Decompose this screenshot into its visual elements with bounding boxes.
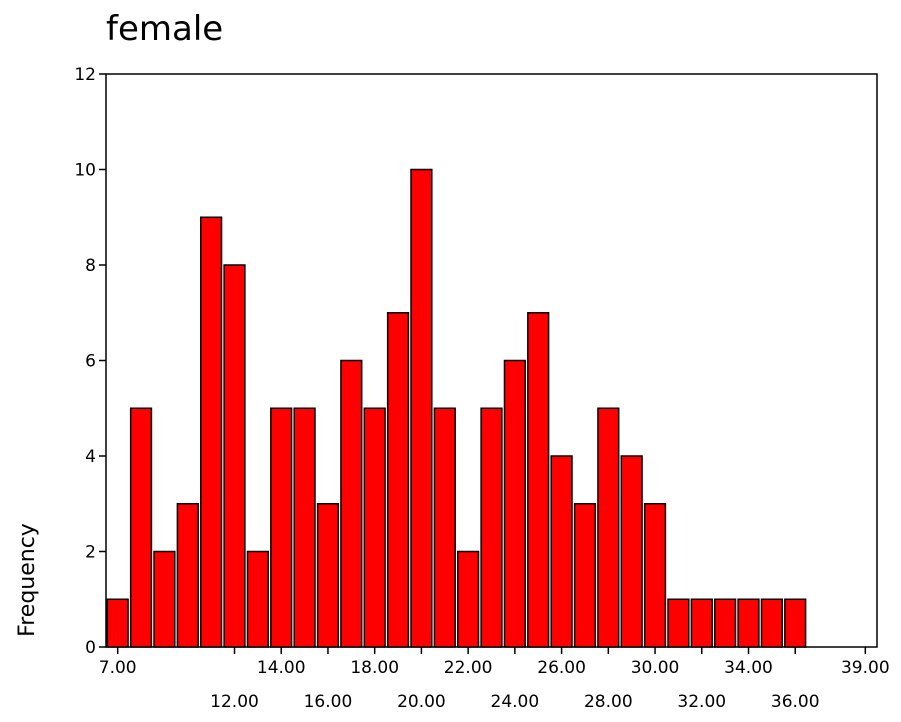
- x-tick-label: 32.00: [677, 692, 726, 712]
- histogram-bar: [690, 598, 713, 648]
- x-tick-label: 30.00: [631, 658, 680, 678]
- histogram-bar: [503, 359, 526, 648]
- x-tick-label: 39.00: [841, 658, 890, 678]
- histogram-bar: [223, 264, 246, 648]
- histogram-bar: [386, 312, 410, 648]
- histogram-bar: [270, 407, 293, 648]
- x-tick-label: 34.00: [724, 658, 773, 678]
- x-tick-label: 18.00: [350, 658, 399, 678]
- histogram-bar: [714, 598, 737, 648]
- histogram-bar: [433, 407, 456, 648]
- y-axis: 0 2 4 6 8 10 12: [74, 65, 106, 658]
- y-tick-label: 10: [74, 161, 96, 181]
- histogram-bar: [246, 550, 269, 648]
- histogram-bar: [760, 598, 783, 648]
- histogram-bar: [550, 455, 573, 648]
- histogram-bar: [643, 503, 667, 648]
- histogram-bar: [597, 407, 620, 648]
- chart-title: female: [106, 9, 223, 49]
- x-tick-label: 24.00: [491, 692, 540, 712]
- x-tick-label: 20.00: [397, 692, 446, 712]
- histogram-bar: [200, 216, 223, 648]
- x-tick-label: 28.00: [584, 692, 633, 712]
- x-tick-label: 14.00: [257, 658, 306, 678]
- histogram-bar: [527, 312, 550, 648]
- x-axis: 7.00 14.00 18.00 22.00 26.00 30.00 34.00 39.00 1…: [99, 647, 890, 712]
- y-tick-label: 6: [85, 352, 96, 372]
- y-axis-label: Frequency: [15, 523, 40, 637]
- x-tick-label: 7.00: [99, 658, 137, 678]
- histogram-bar: [106, 598, 129, 648]
- histogram-bar: [363, 407, 386, 648]
- bars-group: [106, 168, 807, 648]
- histogram-bar: [410, 168, 433, 648]
- x-tick-label: 22.00: [444, 658, 493, 678]
- histogram-bar: [573, 503, 597, 648]
- y-tick-label: 12: [74, 65, 96, 85]
- histogram-bar: [784, 598, 807, 648]
- y-tick-label: 2: [85, 543, 96, 563]
- histogram-bar: [176, 503, 199, 648]
- y-tick-label: 8: [85, 256, 96, 276]
- histogram-bar: [737, 598, 760, 648]
- histogram-bar: [293, 407, 316, 648]
- y-tick-label: 0: [85, 638, 96, 658]
- histogram-bar: [457, 550, 480, 648]
- histogram-bar: [480, 407, 503, 648]
- x-tick-label: 12.00: [210, 692, 259, 712]
- y-tick-label: 4: [85, 447, 96, 467]
- histogram-bar: [129, 407, 153, 648]
- x-tick-label: 26.00: [537, 658, 586, 678]
- histogram-bar: [667, 598, 690, 648]
- histogram-bar: [620, 455, 643, 648]
- histogram-bar: [316, 503, 340, 648]
- histogram-bar: [340, 359, 363, 648]
- x-tick-label: 36.00: [771, 692, 820, 712]
- x-tick-label: 16.00: [304, 692, 353, 712]
- histogram-bar: [153, 550, 176, 648]
